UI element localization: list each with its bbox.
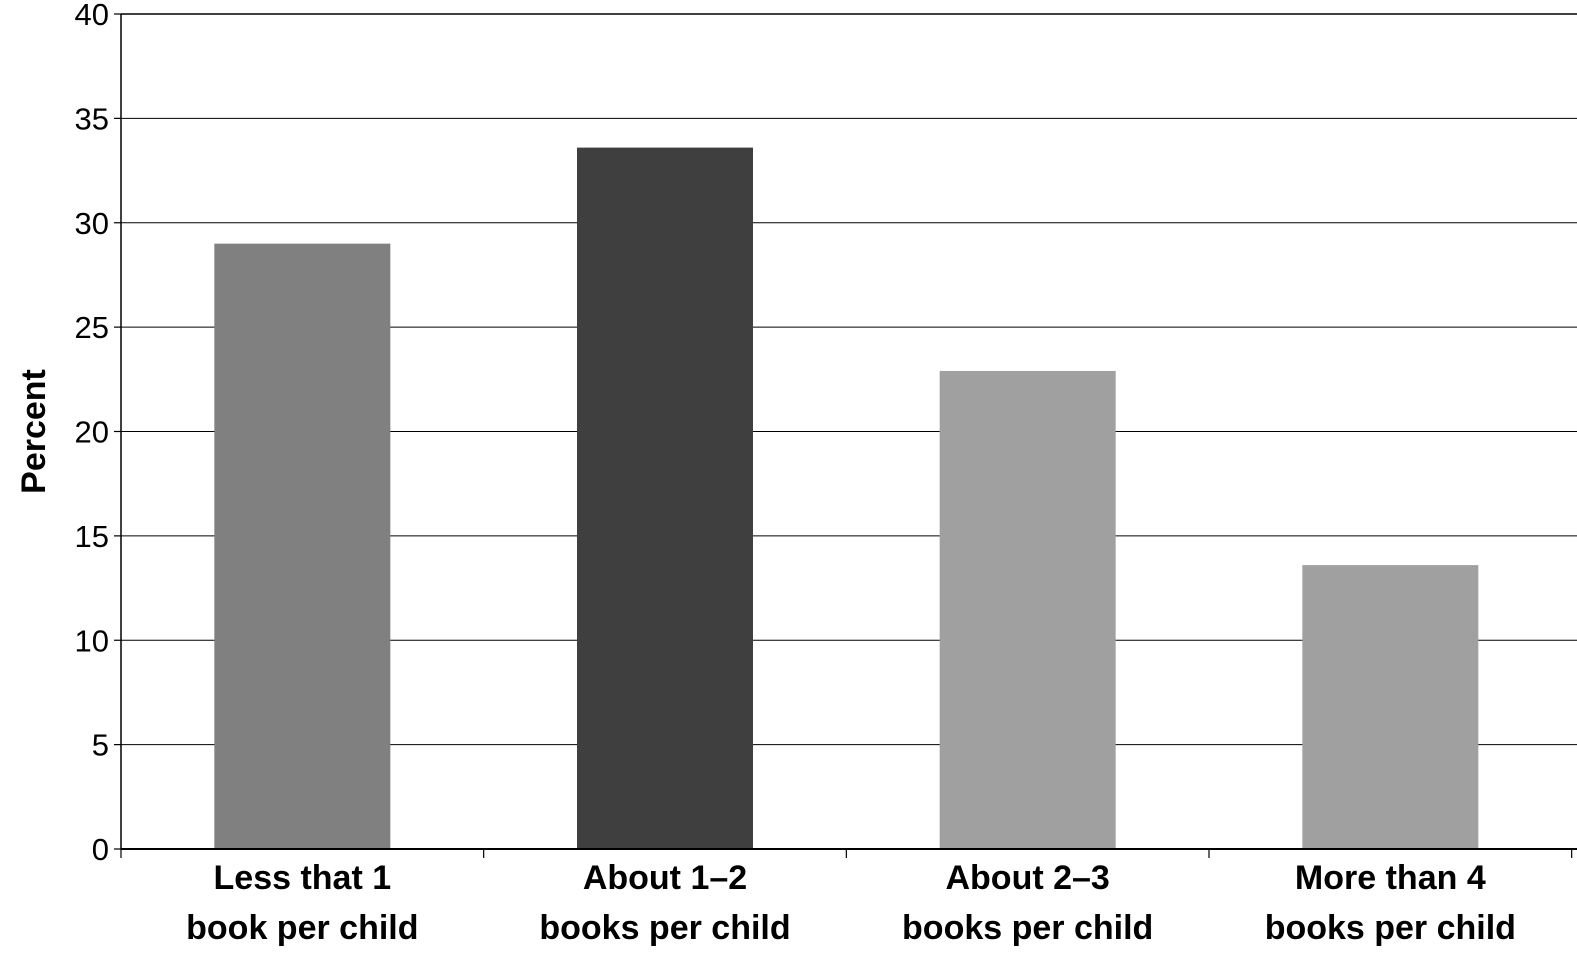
y-tick-label: 0 <box>92 832 109 867</box>
x-category-label: About 2–3 books per child <box>902 859 1153 947</box>
x-tick-marks <box>120 849 1573 858</box>
x-category-label: More than 4 books per child <box>1265 859 1516 947</box>
y-tick-labels: 0 5 10 15 20 25 30 35 40 <box>75 0 121 867</box>
bar <box>577 147 753 850</box>
x-category-labels: Less that 1 book per child About 1–2 books … <box>186 859 1516 947</box>
x-category-label: Less that 1 book per child <box>186 859 418 947</box>
bar <box>214 243 391 849</box>
y-tick-label: 25 <box>75 310 109 345</box>
y-tick-label: 35 <box>75 101 109 136</box>
y-tick-label: 10 <box>75 623 109 658</box>
y-axis-title: Percent <box>15 369 53 494</box>
bar <box>1302 565 1479 849</box>
bar <box>939 370 1116 849</box>
x-category-label: About 1–2 books per child <box>539 859 790 947</box>
y-tick-label: 30 <box>75 206 109 241</box>
y-tick-label: 40 <box>75 0 109 32</box>
y-tick-label: 20 <box>75 415 109 450</box>
y-tick-label: 5 <box>92 728 109 763</box>
y-tick-label: 15 <box>75 519 109 554</box>
bars <box>214 147 1479 850</box>
